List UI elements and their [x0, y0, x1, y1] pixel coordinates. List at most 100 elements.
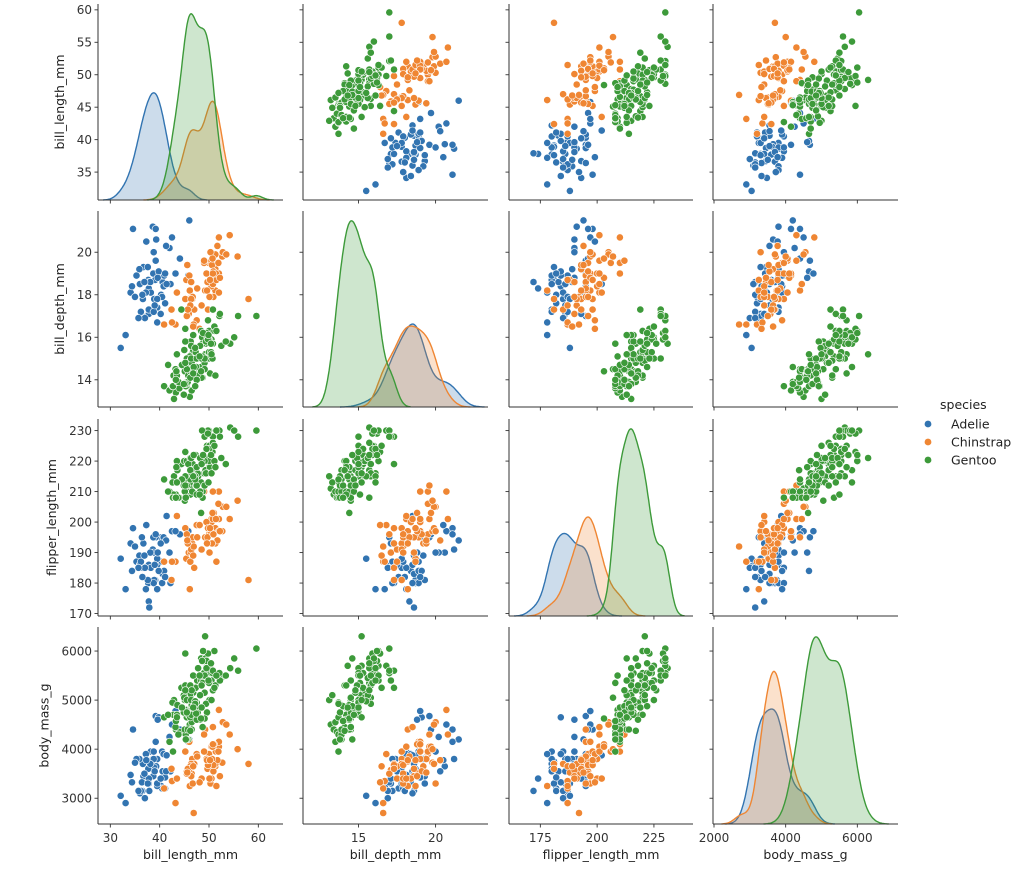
scatter-point [366, 671, 375, 680]
scatter-point [181, 337, 190, 346]
scatter-point [570, 148, 579, 156]
scatter-point [211, 463, 220, 472]
scatter-point [140, 794, 149, 803]
scatter-point [756, 92, 765, 101]
scatter-point [543, 96, 552, 104]
scatter-point [534, 284, 542, 293]
series-chinstrap [735, 231, 819, 333]
scatter-point [134, 314, 143, 322]
scatter-point [356, 490, 364, 499]
scatter-point [167, 764, 176, 773]
scatter-point [611, 717, 620, 725]
scatter-point [402, 774, 411, 783]
x-axis-label: bill_depth_mm [350, 847, 442, 862]
scatter-point [634, 715, 642, 724]
scatter-point [195, 671, 204, 680]
scatter-point [340, 726, 349, 735]
scatter-point [634, 113, 642, 122]
scatter-point [754, 585, 763, 594]
kde-fill-chinstrap [143, 101, 270, 200]
scatter-point [638, 710, 647, 719]
scatter-point [588, 756, 597, 765]
scatter-point [170, 394, 178, 403]
scatter-point [189, 703, 198, 712]
scatter-point [211, 515, 220, 523]
scatter-point [416, 115, 425, 123]
scatter-point [149, 747, 158, 756]
scatter-point [563, 782, 572, 790]
scatter-point [622, 113, 631, 121]
scatter-point [188, 779, 197, 788]
scatter-point [824, 339, 833, 348]
scatter-point [767, 120, 776, 128]
scatter-point [362, 89, 371, 97]
scatter-point [208, 487, 217, 496]
scatter-point [764, 99, 773, 108]
scatter-point [413, 138, 421, 147]
scatter-point [151, 737, 160, 746]
scatter-point [454, 96, 463, 105]
scatter-point [812, 91, 820, 100]
scatter-point [848, 478, 856, 487]
scatter-point [428, 496, 437, 505]
scatter-point [760, 134, 769, 143]
scatter-point [197, 714, 205, 723]
scatter-point [597, 774, 606, 783]
scatter-point [611, 375, 620, 384]
scatter-point [373, 451, 381, 459]
scatter-point [864, 350, 872, 359]
scatter-point [792, 111, 801, 119]
scatter-point [151, 530, 160, 539]
scatter-point [411, 782, 420, 790]
scatter-point [762, 273, 770, 282]
scatter-point [543, 286, 552, 295]
scatter-point [814, 337, 823, 346]
scatter-point [150, 767, 159, 776]
scatter-point [824, 102, 833, 110]
scatter-point [135, 265, 144, 274]
scatter-point [214, 258, 223, 267]
scatter-point [742, 585, 751, 594]
scatter-point [588, 305, 597, 314]
scatter-point [848, 37, 856, 46]
scatter-point [354, 76, 363, 85]
scatter-point [153, 585, 162, 594]
scatter-point [356, 671, 364, 680]
scatter-point [773, 69, 782, 78]
scatter-point [171, 527, 180, 536]
y-tick-label: 200 [69, 515, 92, 529]
scatter-point [443, 730, 452, 739]
scatter-point [180, 346, 189, 354]
scatter-point [356, 83, 364, 91]
scatter-point [572, 222, 581, 231]
scatter-point [581, 86, 590, 95]
scatter-point [757, 521, 766, 529]
scatter-point [428, 33, 437, 41]
scatter-point [390, 563, 398, 572]
scatter-point [427, 66, 435, 75]
y-tick-label: 5000 [61, 693, 92, 707]
scatter-point [214, 233, 223, 242]
scatter-point [177, 305, 186, 314]
y-tick-label: 6000 [61, 644, 92, 658]
scatter-point [172, 512, 181, 520]
scatter-point [613, 352, 622, 361]
scatter-point [214, 747, 223, 756]
scatter-point [797, 280, 806, 288]
scatter-point [613, 83, 622, 91]
scatter-point [126, 771, 135, 779]
scatter-point [348, 654, 357, 663]
scatter-point [840, 42, 849, 51]
scatter-point [831, 331, 840, 339]
scatter-point [563, 799, 572, 807]
scatter-point [162, 512, 171, 520]
scatter-point [339, 114, 347, 123]
scatter-point [636, 48, 645, 57]
scatter-point [747, 186, 756, 195]
scatter-point [210, 441, 219, 450]
scatter-point [162, 280, 171, 288]
scatter-point [390, 149, 398, 158]
scatter-point [204, 478, 213, 487]
scatter-point [196, 691, 204, 700]
scatter-point [609, 252, 617, 261]
